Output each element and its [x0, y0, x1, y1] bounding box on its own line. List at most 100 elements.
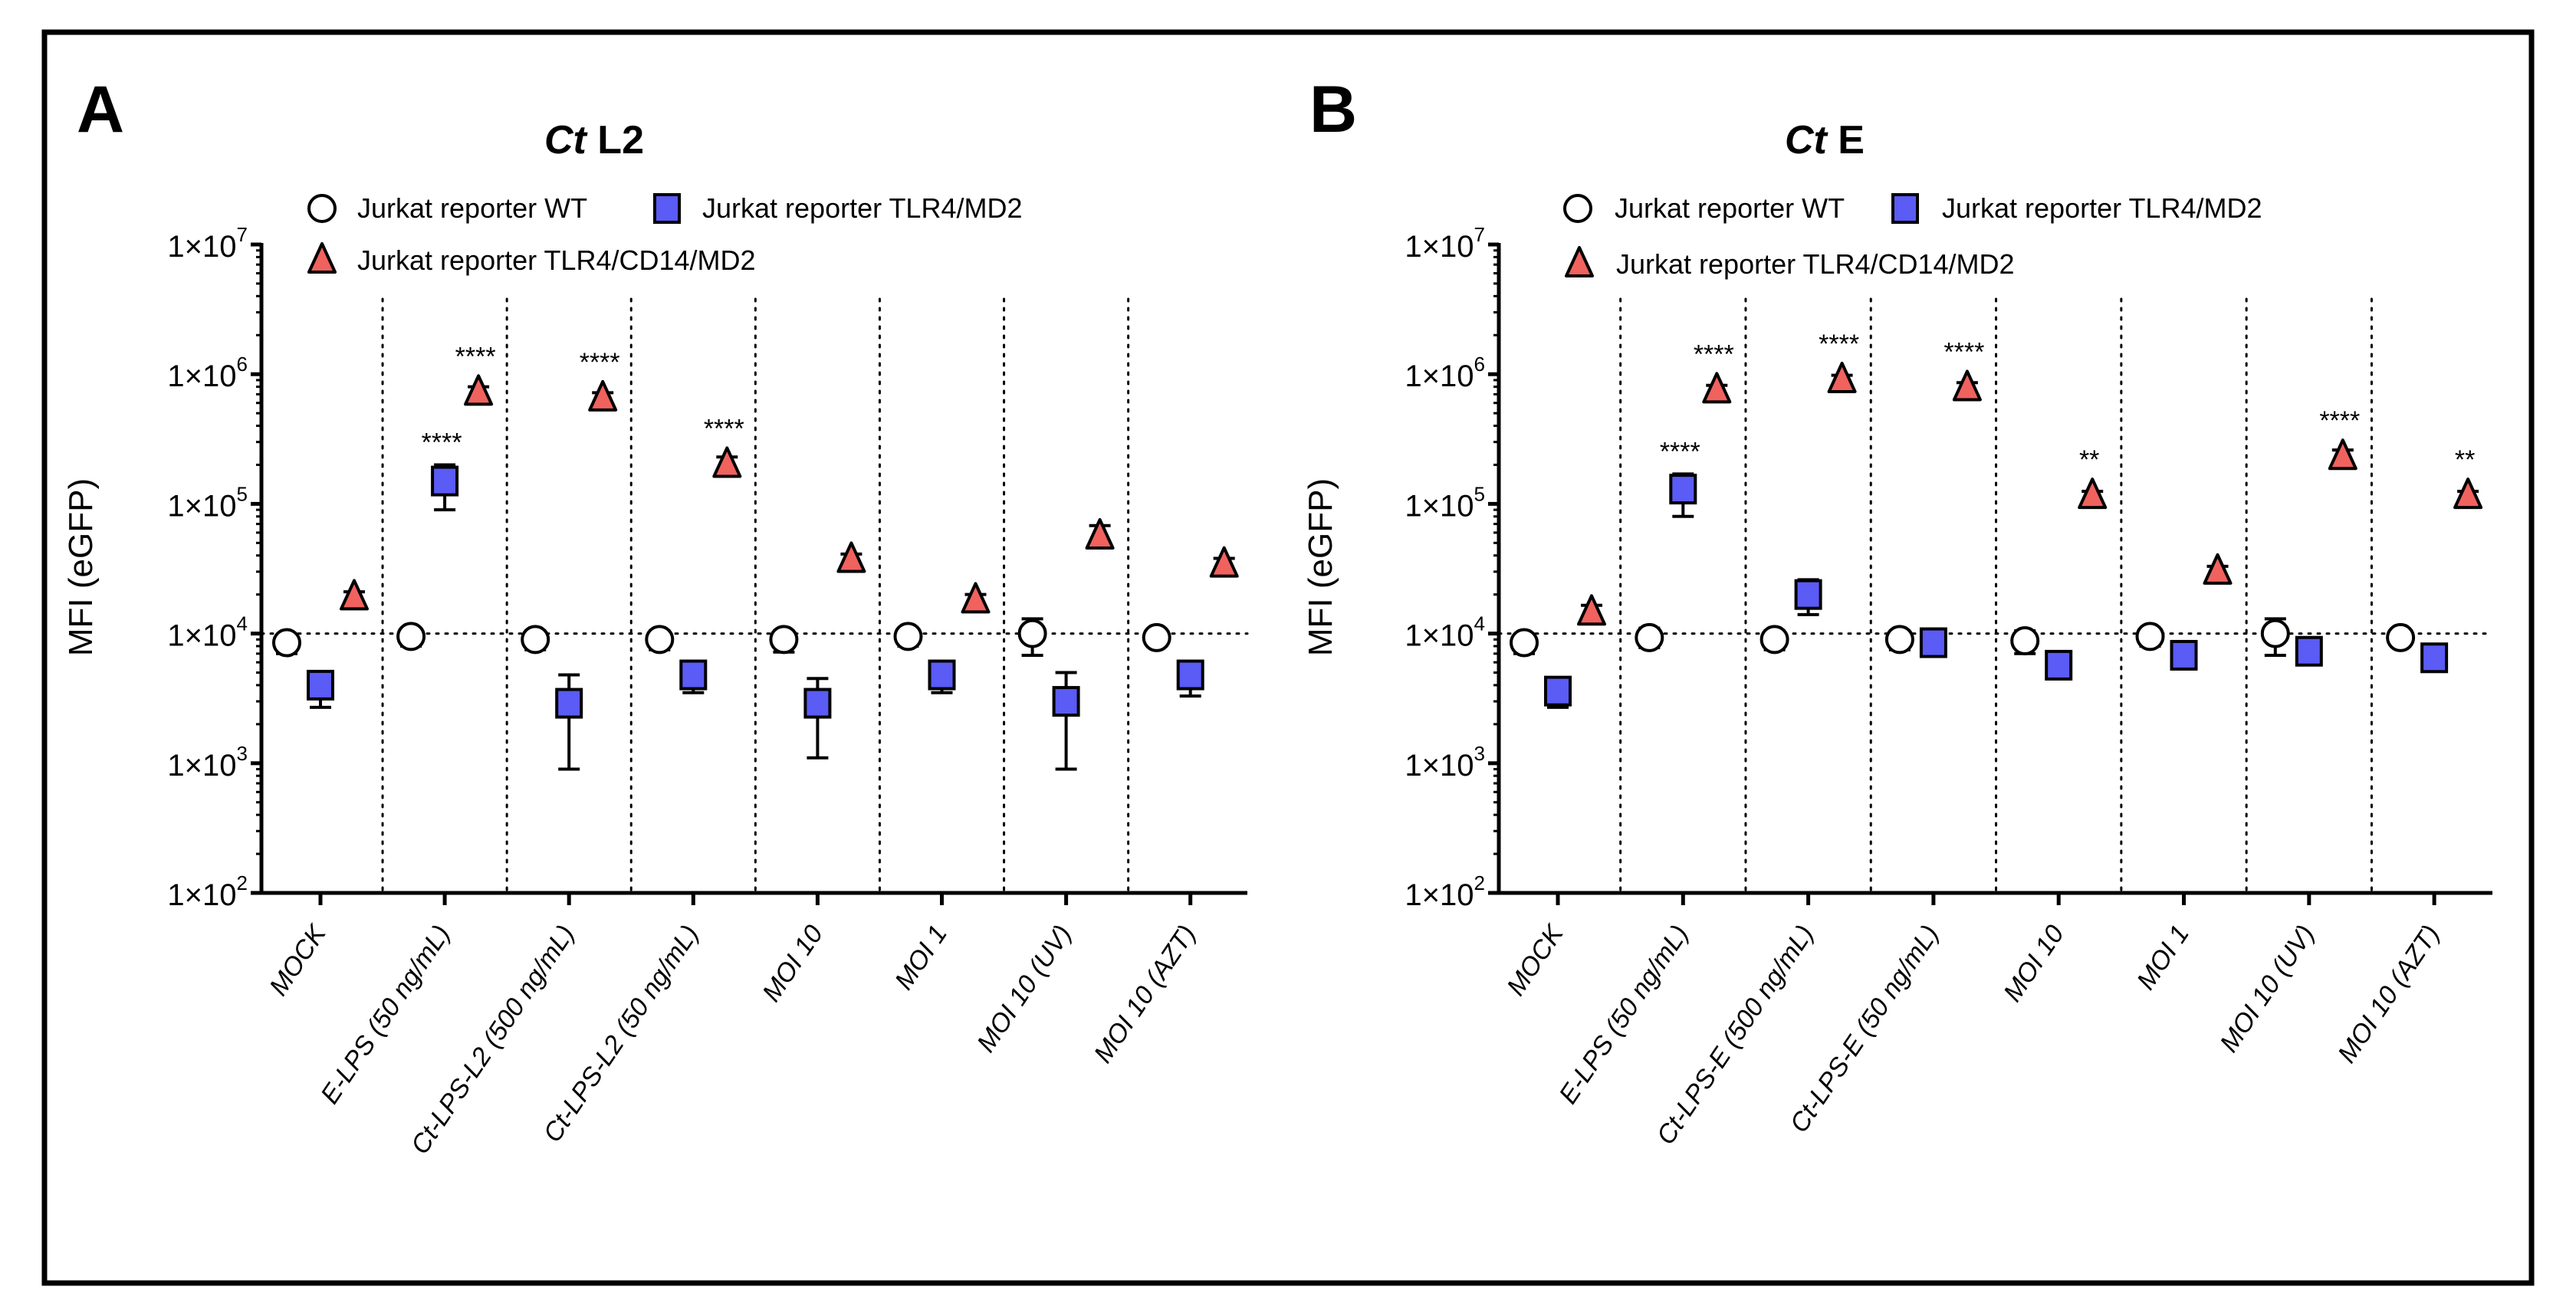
y-tick-label: 1×103 [167, 742, 248, 783]
data-point-square [431, 465, 459, 497]
y-tick-label: 1×106 [167, 353, 248, 393]
y-tick-label: 1×107 [1405, 223, 1485, 264]
y-tick-label: 1×107 [167, 223, 248, 264]
y-tick-exponent: 7 [1474, 223, 1485, 246]
legend-square-marker [653, 193, 681, 224]
x-tick-label: MOI 10 [1998, 920, 2070, 1007]
y-tick-exponent: 3 [237, 742, 248, 765]
data-point-circle [2386, 622, 2416, 652]
data-point-square [928, 659, 956, 691]
y-tick-base: 1×10 [1405, 749, 1474, 783]
y-tick-exponent: 5 [1474, 482, 1485, 505]
legend-label: Jurkat reporter WT [1615, 192, 1845, 224]
y-tick-base: 1×10 [1405, 489, 1474, 523]
data-point-square [1544, 675, 1572, 707]
significance-stars: **** [422, 428, 462, 457]
data-point-triangle [588, 379, 618, 412]
data-point-triangle [2078, 478, 2108, 510]
legend-label: Jurkat reporter TLR4/MD2 [702, 192, 1022, 224]
y-tick-label: 1×106 [1405, 353, 1485, 393]
legend-label: Jurkat reporter TLR4/CD14/MD2 [357, 244, 756, 276]
y-tick-label: 1×105 [167, 482, 248, 523]
significance-stars: **** [2319, 406, 2360, 435]
significance-stars: **** [1944, 337, 1984, 366]
panel-a: A Ct L2 Jurkat reporter WT Jurkat reporter … [62, 73, 1249, 1160]
y-axis-label: MFI (eGFP) [1302, 478, 1339, 656]
y-tick-base: 1×10 [1405, 359, 1474, 393]
x-tick-label: MOI 10 (UV) [971, 920, 1077, 1057]
data-point-triangle [340, 579, 369, 611]
panel-b: B Ct E Jurkat reporter WT Jurkat reporter T… [1302, 73, 2494, 1150]
y-tick-label: 1×102 [1405, 871, 1485, 912]
significance-stars: ** [2079, 445, 2099, 474]
data-point-triangle [1209, 546, 1239, 578]
data-point-square [1052, 686, 1080, 717]
y-tick-exponent: 6 [1474, 353, 1485, 376]
y-tick-exponent: 4 [1474, 612, 1485, 635]
data-point-square [1669, 474, 1697, 505]
y-tick-base: 1×10 [167, 878, 236, 912]
y-tick-base: 1×10 [1405, 619, 1474, 653]
y-tick-base: 1×10 [1405, 230, 1474, 264]
x-tick-label: E-LPS (50 ng/mL) [315, 920, 456, 1109]
x-tick-label: MOCK [264, 919, 332, 1001]
significance-stars: **** [1819, 330, 1859, 359]
legend-label: Jurkat reporter WT [357, 192, 587, 224]
x-tick-label: MOI 10 (AZT) [1089, 920, 1202, 1068]
chart-title: Ct L2 [544, 118, 644, 162]
x-tick-label: MOI 1 [2131, 920, 2195, 995]
y-axis-label: MFI (eGFP) [62, 478, 100, 656]
y-tick-base: 1×10 [167, 230, 236, 264]
y-tick-base: 1×10 [167, 489, 236, 523]
data-point-triangle [1952, 369, 1982, 402]
data-point-circle [396, 622, 426, 651]
data-point-circle [1017, 619, 1047, 648]
data-point-square [307, 669, 334, 701]
data-point-triangle [2203, 553, 2233, 585]
data-point-square [2295, 635, 2323, 667]
y-tick-base: 1×10 [1405, 878, 1474, 912]
data-point-square [803, 688, 832, 719]
y-tick-exponent: 6 [237, 353, 248, 376]
y-tick-base: 1×10 [167, 749, 236, 783]
data-point-triangle [464, 374, 494, 406]
data-point-triangle [1827, 361, 1857, 393]
data-point-square [1919, 627, 1947, 658]
y-tick-exponent: 2 [237, 871, 248, 894]
data-point-triangle [1085, 518, 1115, 550]
data-point-square [2420, 642, 2449, 674]
chart-title-rest: E [1827, 118, 1865, 162]
data-point-square [679, 659, 708, 691]
data-point-triangle [1702, 372, 1732, 404]
data-point-triangle [961, 582, 991, 614]
x-tick-label: MOI 10 (AZT) [2332, 920, 2446, 1068]
data-point-circle [1510, 628, 1539, 658]
legend-label: Jurkat reporter TLR4/MD2 [1942, 192, 2262, 224]
x-tick-label: Ct-LPS-E (50 ng/mL) [1785, 920, 1945, 1137]
y-tick-exponent: 5 [237, 482, 248, 505]
data-point-circle [272, 628, 301, 658]
chart-title-italic: Ct [544, 118, 589, 162]
legend-triangle-marker [1565, 246, 1594, 277]
data-point-circle [1760, 625, 1789, 655]
x-tick-label: MOCK [1501, 919, 1569, 1001]
chart-title-rest: L2 [586, 118, 644, 162]
legend-square-marker [1891, 193, 1919, 224]
panel-letter: A [77, 73, 124, 146]
data-point-circle [2260, 619, 2290, 648]
data-point-triangle [712, 446, 742, 478]
y-tick-label: 1×103 [1405, 742, 1485, 783]
x-tick-label: E-LPS (50 ng/mL) [1553, 920, 1694, 1109]
legend-circle-marker [307, 194, 337, 223]
data-point-square [1176, 659, 1204, 691]
data-point-square [2170, 639, 2198, 671]
significance-stars: **** [1694, 340, 1734, 369]
data-point-square [555, 688, 583, 719]
data-point-circle [2135, 622, 2165, 651]
data-point-triangle [1577, 594, 1606, 626]
data-point-circle [893, 622, 923, 651]
significance-stars: **** [704, 414, 744, 443]
x-tick-label: MOI 10 [757, 920, 829, 1007]
data-point-circle [2010, 625, 2040, 655]
legend-circle-marker [1563, 194, 1592, 223]
